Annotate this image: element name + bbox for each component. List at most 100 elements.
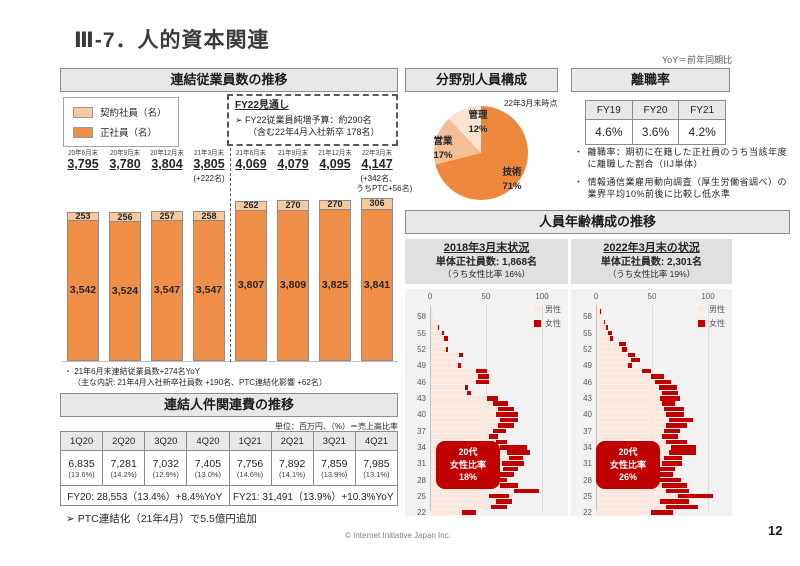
gridline	[596, 305, 597, 511]
male-bar-segment	[597, 379, 656, 385]
age-bar-row	[431, 510, 476, 515]
y-axis-tick-label: 28	[417, 475, 426, 485]
male-bar-segment	[597, 493, 678, 499]
turnover-column-header: FY20	[631, 100, 680, 120]
fy20-summary-cell: FY20: 28,553（13.4%）+8.4%YoY	[60, 485, 230, 506]
bar-column: 22年3月末 4,147 (+342名、 うちPTC+56名) 306 3,841	[356, 148, 412, 361]
age-bar-row	[597, 330, 612, 336]
pie-slice-label: 管理 12%	[468, 110, 488, 136]
age-bar-row	[431, 390, 472, 396]
male-bar-segment	[431, 488, 514, 494]
female-bar-segment	[661, 461, 683, 466]
costs-value-cell: 7,985 (13.1%)	[354, 450, 399, 486]
gridline	[542, 305, 543, 511]
legend-label: 男性	[709, 305, 725, 314]
female-bar-segment	[603, 319, 605, 325]
male-bar-segment	[597, 504, 667, 510]
male-bar-segment	[597, 423, 667, 428]
costs-summary-row: FY20: 28,553（13.4%）+8.4%YoY FY21: 31,491（…	[60, 485, 398, 506]
fy21-summary-cell: FY21: 31,491（13.9%）+10.3%YoY	[228, 485, 398, 506]
chart-legend: 男性 女性	[534, 304, 561, 332]
field-composition-pie	[434, 106, 528, 200]
y-axis-tick-label: 37	[583, 426, 592, 436]
y-axis-tick-label: 40	[417, 410, 426, 420]
gridline	[708, 305, 709, 511]
male-bar-segment	[597, 374, 651, 379]
age-bar-row	[597, 423, 687, 428]
y-axis-tick-label: 46	[417, 377, 426, 387]
female-bar-segment	[445, 347, 448, 352]
female-bar-segment	[509, 455, 523, 461]
female-ratio-badge: 20代 女性比率 18%	[436, 441, 500, 489]
male-bar-segment	[431, 309, 434, 314]
male-bar-segment	[431, 390, 467, 396]
age-bar-row	[597, 493, 714, 499]
bar-total-label: 4,079	[277, 157, 309, 171]
age-bar-row	[431, 336, 448, 341]
contract-segment-value: 253	[67, 211, 99, 222]
y-axis-tick-label: 22	[583, 508, 592, 518]
male-bar-segment	[597, 406, 665, 412]
costs-value-cell: 7,032 (12.9%)	[144, 450, 188, 486]
gridline	[430, 305, 431, 511]
female-bar-segment	[621, 347, 628, 352]
female-bar-segment	[664, 455, 683, 461]
male-bar-segment	[597, 325, 606, 330]
female-bar-segment	[498, 406, 514, 412]
female-bar-segment	[630, 357, 640, 363]
female-bar-segment	[492, 401, 509, 406]
female-bar-segment	[487, 396, 499, 401]
contract-segment-value: 306	[361, 197, 393, 210]
female-bar-segment	[610, 336, 613, 341]
female-bar-segment	[498, 423, 514, 428]
male-bar-segment	[431, 434, 490, 439]
legend-swatch-icon	[534, 306, 541, 313]
age-bar-row	[597, 341, 627, 347]
contract-segment-value: 256	[109, 212, 141, 223]
male-bar-segment	[597, 309, 601, 314]
legend-swatch-icon	[698, 306, 705, 313]
male-bar-segment	[431, 385, 465, 390]
costs-value-cell: 6,835 (13.6%)	[59, 450, 104, 486]
age-subheader-2018: 2018年3月末状況 単体正社員数: 1,868名 （うち女性比率 16%）	[405, 239, 568, 284]
legend-swatch-icon	[73, 126, 93, 138]
age-bar-row	[431, 309, 434, 314]
costs-value-cell: 7,756 (14.6%)	[228, 450, 272, 486]
age-bar-row	[431, 347, 448, 352]
legend-item: 契約社員（名）	[73, 105, 169, 119]
male-bar-segment	[597, 336, 611, 341]
pie-slice-label: 技術 71%	[502, 167, 522, 193]
male-bar-segment	[597, 314, 603, 319]
bar-column: 20年9月末 3,780 256 3,524	[104, 148, 146, 361]
turnover-value-row: 4.6% 3.6% 4.2%	[585, 119, 726, 145]
costs-header-row: 1Q20 2Q20 3Q20 4Q20 1Q21 2Q21 3Q21 4Q21	[59, 431, 399, 451]
age-bar-row	[431, 330, 445, 336]
stacked-bar: 258 3,547	[193, 211, 225, 361]
female-bar-segment	[619, 341, 627, 347]
female-bar-segment	[659, 396, 680, 401]
contract-segment-value: 270	[277, 200, 309, 211]
female-bar-segment	[650, 510, 674, 515]
male-bar-segment	[431, 325, 438, 330]
age-bar-row	[431, 325, 439, 330]
female-bar-segment	[500, 483, 519, 488]
male-bar-segment	[431, 504, 492, 510]
x-axis-tick-label: 100	[535, 292, 549, 301]
male-bar-segment	[431, 319, 436, 325]
turnover-header-row: FY19 FY20 FY21	[585, 100, 726, 120]
y-axis-tick-label: 46	[583, 377, 592, 387]
page-title: Ⅲ-7．人的資本関連	[74, 29, 270, 52]
female-bar-segment	[668, 450, 696, 455]
bar-date-label: 20年6月末	[67, 150, 99, 157]
age-bar-row	[431, 499, 512, 504]
bar-total-label: 3,804	[151, 157, 183, 171]
male-bar-segment	[431, 368, 476, 374]
y-axis-tick-label: 55	[417, 328, 426, 338]
yoy-note: YoY＝前年同期比	[662, 55, 733, 65]
age-pyramid-chart-2022: 0 50 100 男性 女性 58 55 52 49 46 43 40 37 34 31 28 25 22 20代女…	[571, 289, 732, 518]
age-bar-row	[597, 412, 685, 417]
x-axis-tick-label: 50	[481, 292, 491, 301]
male-bar-segment	[431, 363, 458, 368]
age-bar-row	[431, 363, 462, 368]
female-bar-segment	[666, 412, 685, 417]
